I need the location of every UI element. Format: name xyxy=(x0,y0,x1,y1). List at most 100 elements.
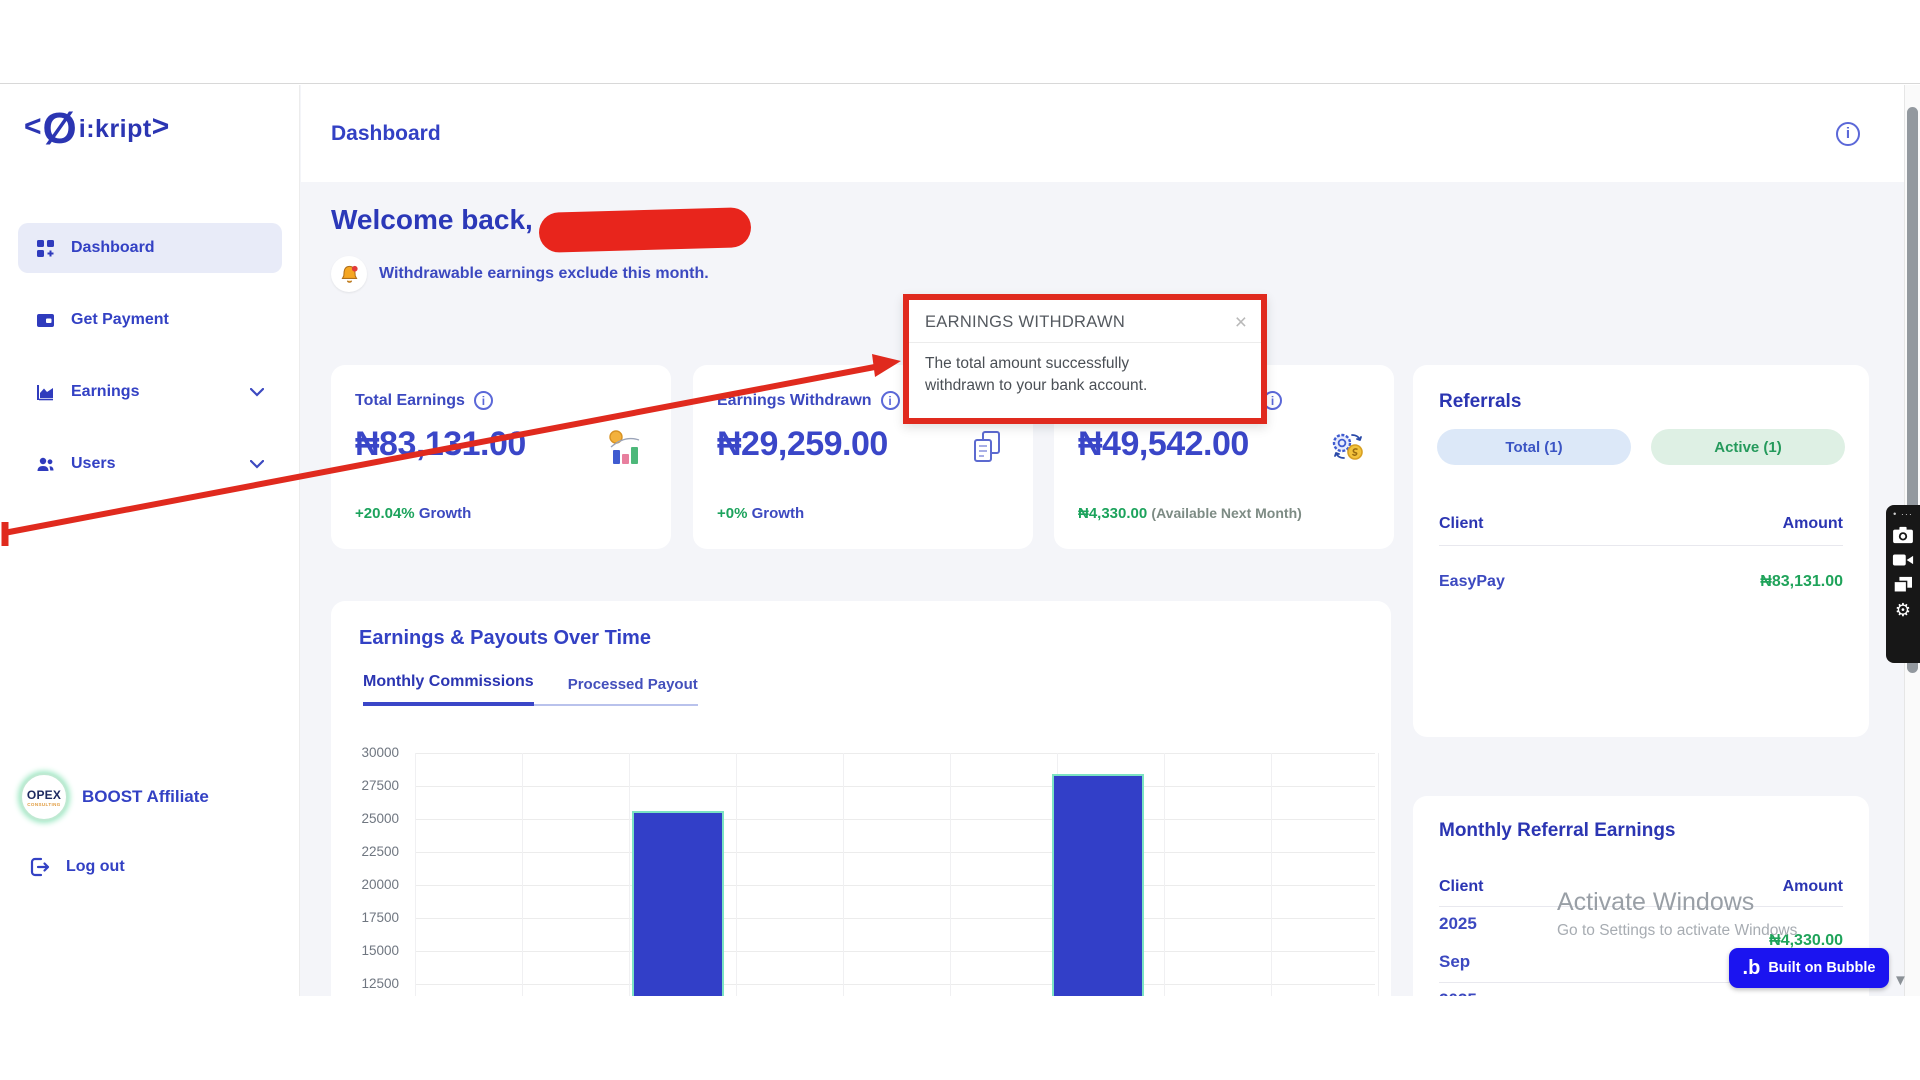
earnings-withdrawn-tooltip: EARNINGS WITHDRAWN × The total amount su… xyxy=(903,294,1267,424)
column-amount: Amount xyxy=(1783,515,1843,533)
bubble-logo-icon: .b xyxy=(1743,957,1761,980)
logo-phi-icon: Ø xyxy=(43,109,77,149)
chart-bar xyxy=(1052,774,1144,996)
receipts-icon xyxy=(967,427,1007,467)
referral-amount: ₦83,131.00 xyxy=(1760,573,1843,591)
tooltip-title: EARNINGS WITHDRAWN xyxy=(925,313,1125,332)
card-value: ₦29,259.00 xyxy=(717,425,888,464)
video-camera-icon[interactable] xyxy=(1892,551,1914,569)
monthly-row-year: 2025 xyxy=(1439,914,1477,934)
v-gridline xyxy=(1271,753,1272,996)
settings-gear-icon[interactable]: ⚙ xyxy=(1895,601,1911,619)
v-gridline xyxy=(522,753,523,996)
toolbar-menu-dots-icon[interactable]: • ··· xyxy=(1893,509,1913,519)
sidebar-item-label: Users xyxy=(71,455,115,473)
notification-bell-badge xyxy=(331,256,367,292)
camera-icon[interactable] xyxy=(1892,526,1914,544)
v-gridline xyxy=(843,753,844,996)
monthly-row-year: 2025 xyxy=(1439,990,1477,996)
column-client: Client xyxy=(1439,878,1483,896)
info-icon[interactable] xyxy=(474,391,493,410)
earnings-chart-icon xyxy=(36,383,55,402)
referrals-panel: Referrals Total (1) Active (1) Client Am… xyxy=(1413,365,1869,737)
chart-title: Earnings & Payouts Over Time xyxy=(359,627,651,650)
referrals-total-pill[interactable]: Total (1) xyxy=(1437,429,1631,465)
referrals-active-pill[interactable]: Active (1) xyxy=(1651,429,1845,465)
payment-card-icon xyxy=(36,311,55,330)
boost-affiliate-link[interactable]: OPEX CONSULTING BOOST Affiliate xyxy=(20,773,209,821)
card-value: ₦83,131.00 xyxy=(355,425,526,464)
built-on-bubble-badge[interactable]: .b Built on Bubble xyxy=(1729,948,1889,988)
card-value: ₦49,542.00 xyxy=(1078,425,1249,464)
logo-name: i:kript xyxy=(79,115,152,144)
screen: < Ø i:kript > Dashboard xyxy=(0,0,1920,1080)
growth-value: +0% xyxy=(717,505,747,522)
opex-logo-word: OPEX xyxy=(27,788,61,802)
h-gridline xyxy=(415,984,1375,985)
header-info-icon[interactable] xyxy=(1836,122,1860,146)
page-header: Dashboard xyxy=(301,85,1920,182)
chart-y-axis: 3000027500250002250020000175001500012500 xyxy=(347,737,405,996)
y-tick-label: 30000 xyxy=(361,745,399,760)
boost-affiliate-label: BOOST Affiliate xyxy=(82,787,209,807)
sidebar-item-dashboard[interactable]: Dashboard xyxy=(18,223,282,273)
bell-icon xyxy=(339,264,360,285)
card-label: Total Earnings xyxy=(355,392,465,410)
h-gridline xyxy=(415,819,1375,820)
h-gridline xyxy=(415,786,1375,787)
growth-value: +20.04% xyxy=(355,505,415,522)
sidebar-item-earnings[interactable]: Earnings xyxy=(18,367,282,417)
h-gridline xyxy=(415,951,1375,952)
sidebar-item-get-payment[interactable]: Get Payment xyxy=(18,295,282,345)
bubble-badge-label: Built on Bubble xyxy=(1768,960,1875,976)
h-gridline xyxy=(415,918,1375,919)
info-icon[interactable] xyxy=(881,391,900,410)
sidebar-item-label: Get Payment xyxy=(71,311,169,329)
h-gridline xyxy=(415,852,1375,853)
chart-plot xyxy=(415,737,1375,996)
tab-processed-payout[interactable]: Processed Payout xyxy=(568,673,698,704)
window-capture-icon[interactable] xyxy=(1892,576,1914,594)
logout-icon xyxy=(30,857,50,877)
scroll-down-arrow-icon[interactable]: ▼ xyxy=(1893,972,1908,989)
v-gridline xyxy=(1378,753,1379,996)
y-tick-label: 27500 xyxy=(361,778,399,793)
monthly-title: Monthly Referral Earnings xyxy=(1439,820,1676,842)
logout-button[interactable]: Log out xyxy=(30,857,125,877)
v-gridline xyxy=(736,753,737,996)
y-tick-label: 25000 xyxy=(361,811,399,826)
sidebar-item-label: Dashboard xyxy=(71,239,155,257)
tooltip-close-icon[interactable]: × xyxy=(1235,315,1247,331)
sidebar-item-label: Earnings xyxy=(71,383,139,401)
v-gridline xyxy=(950,753,951,996)
divider xyxy=(1439,545,1843,546)
coins-exchange-icon xyxy=(1328,427,1368,467)
v-gridline xyxy=(1164,753,1165,996)
growth-value: ₦4,330.00 xyxy=(1078,505,1147,522)
sidebar-item-users[interactable]: Users xyxy=(18,439,282,489)
chevron-down-icon xyxy=(250,460,264,469)
y-tick-label: 22500 xyxy=(361,844,399,859)
v-gridline xyxy=(629,753,630,996)
logout-label: Log out xyxy=(66,858,125,876)
welcome-heading: Welcome back, xyxy=(331,204,533,236)
notice-text: Withdrawable earnings exclude this month… xyxy=(379,265,709,283)
users-icon xyxy=(36,455,55,474)
earnings-chart-card: Earnings & Payouts Over Time Monthly Com… xyxy=(331,601,1391,996)
chart-tabs: Monthly Commissions Processed Payout xyxy=(363,673,698,706)
tab-monthly-commissions[interactable]: Monthly Commissions xyxy=(363,673,534,706)
referral-row: EasyPay ₦83,131.00 xyxy=(1439,573,1843,591)
chevron-down-icon xyxy=(250,388,264,397)
tooltip-body: The total amount successfully withdrawn … xyxy=(909,343,1209,407)
y-tick-label: 12500 xyxy=(361,976,399,991)
column-client: Client xyxy=(1439,515,1483,533)
content-area: Welcome back, Withdrawable earnings excl… xyxy=(301,182,1920,996)
activate-windows-watermark: Activate Windows xyxy=(1557,888,1754,917)
sidebar: < Ø i:kript > Dashboard xyxy=(0,85,300,996)
y-tick-label: 15000 xyxy=(361,943,399,958)
page-title: Dashboard xyxy=(331,122,441,146)
app-window: < Ø i:kript > Dashboard xyxy=(0,85,1920,996)
app-logo: < Ø i:kript > xyxy=(24,109,169,149)
browser-white-band xyxy=(0,0,1920,84)
card-label: Earnings Withdrawn xyxy=(717,392,872,410)
